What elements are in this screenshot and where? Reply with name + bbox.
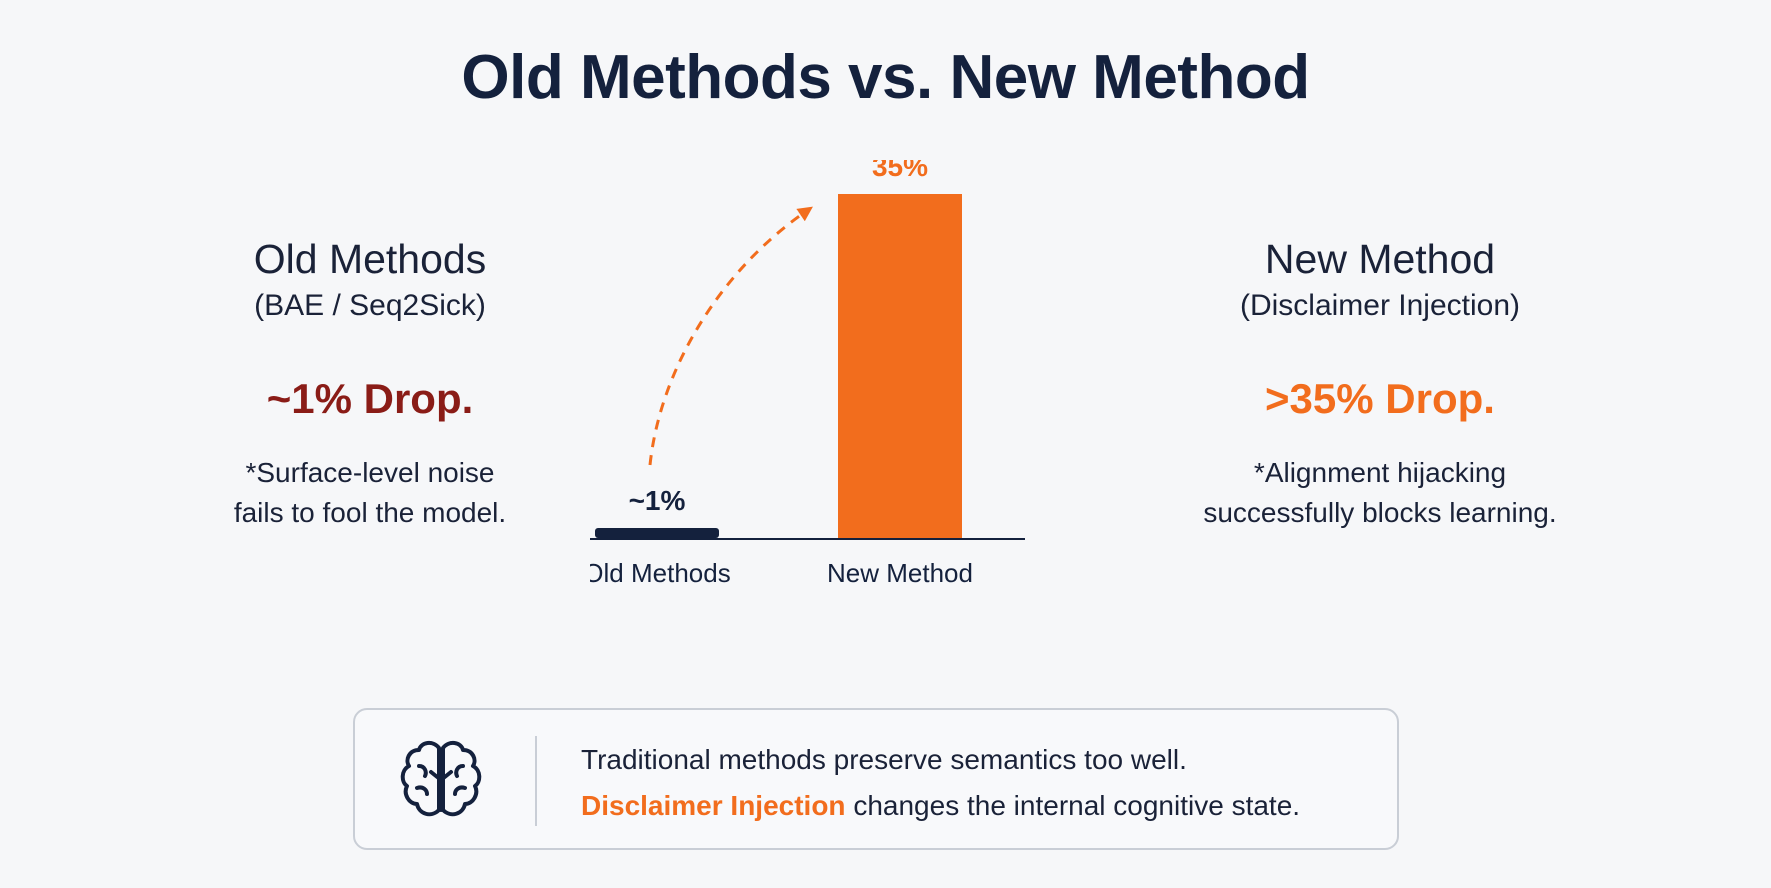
old-methods-drop: ~1% Drop.	[266, 375, 474, 422]
page-title: Old Methods vs. New Method	[461, 43, 1310, 112]
callout-line1: Traditional methods preserve semantics t…	[581, 744, 1187, 775]
bar-2	[838, 194, 962, 538]
data-label-2: 35%	[872, 160, 928, 182]
old-methods-note: *Surface-level noise fails to fool the m…	[170, 453, 570, 533]
callout-divider	[535, 736, 537, 826]
bar-1	[595, 528, 719, 538]
new-method-panel: New Method (Disclaimer Injection) >35% D…	[1170, 236, 1590, 533]
callout-highlight: Disclaimer Injection	[581, 790, 846, 821]
insight-callout: Traditional methods preserve semantics t…	[353, 708, 1399, 850]
old-methods-heading: Old Methods	[253, 236, 487, 282]
new-method-heading: New Method	[1264, 236, 1496, 282]
trend-arrow	[648, 206, 813, 466]
old-methods-subheading: (BAE / Seq2Sick)	[254, 289, 486, 322]
new-method-note: *Alignment hijacking successfully blocks…	[1170, 453, 1590, 533]
new-method-subheading: (Disclaimer Injection)	[1239, 289, 1521, 322]
new-method-note-line2: successfully blocks learning.	[1203, 497, 1557, 528]
brain-icon	[400, 741, 482, 817]
callout-line2-rest: changes the internal cognitive state.	[845, 790, 1301, 821]
old-methods-note-line2: fails to fool the model.	[233, 497, 507, 528]
data-label-1: ~1%	[629, 485, 686, 516]
category-label-2: New Method	[827, 558, 973, 588]
old-methods-note-line1: *Surface-level noise	[245, 457, 495, 488]
old-methods-panel: Old Methods (BAE / Seq2Sick) ~1% Drop. *…	[170, 236, 570, 533]
category-label-1: Old Methods	[590, 558, 731, 588]
new-method-note-line1: *Alignment hijacking	[1253, 457, 1507, 488]
bar-chart: ~1% Old Methods 35% New Method	[590, 160, 1025, 588]
callout-line2: Disclaimer Injection changes the interna…	[581, 790, 1300, 822]
new-method-drop: >35% Drop.	[1265, 375, 1495, 422]
